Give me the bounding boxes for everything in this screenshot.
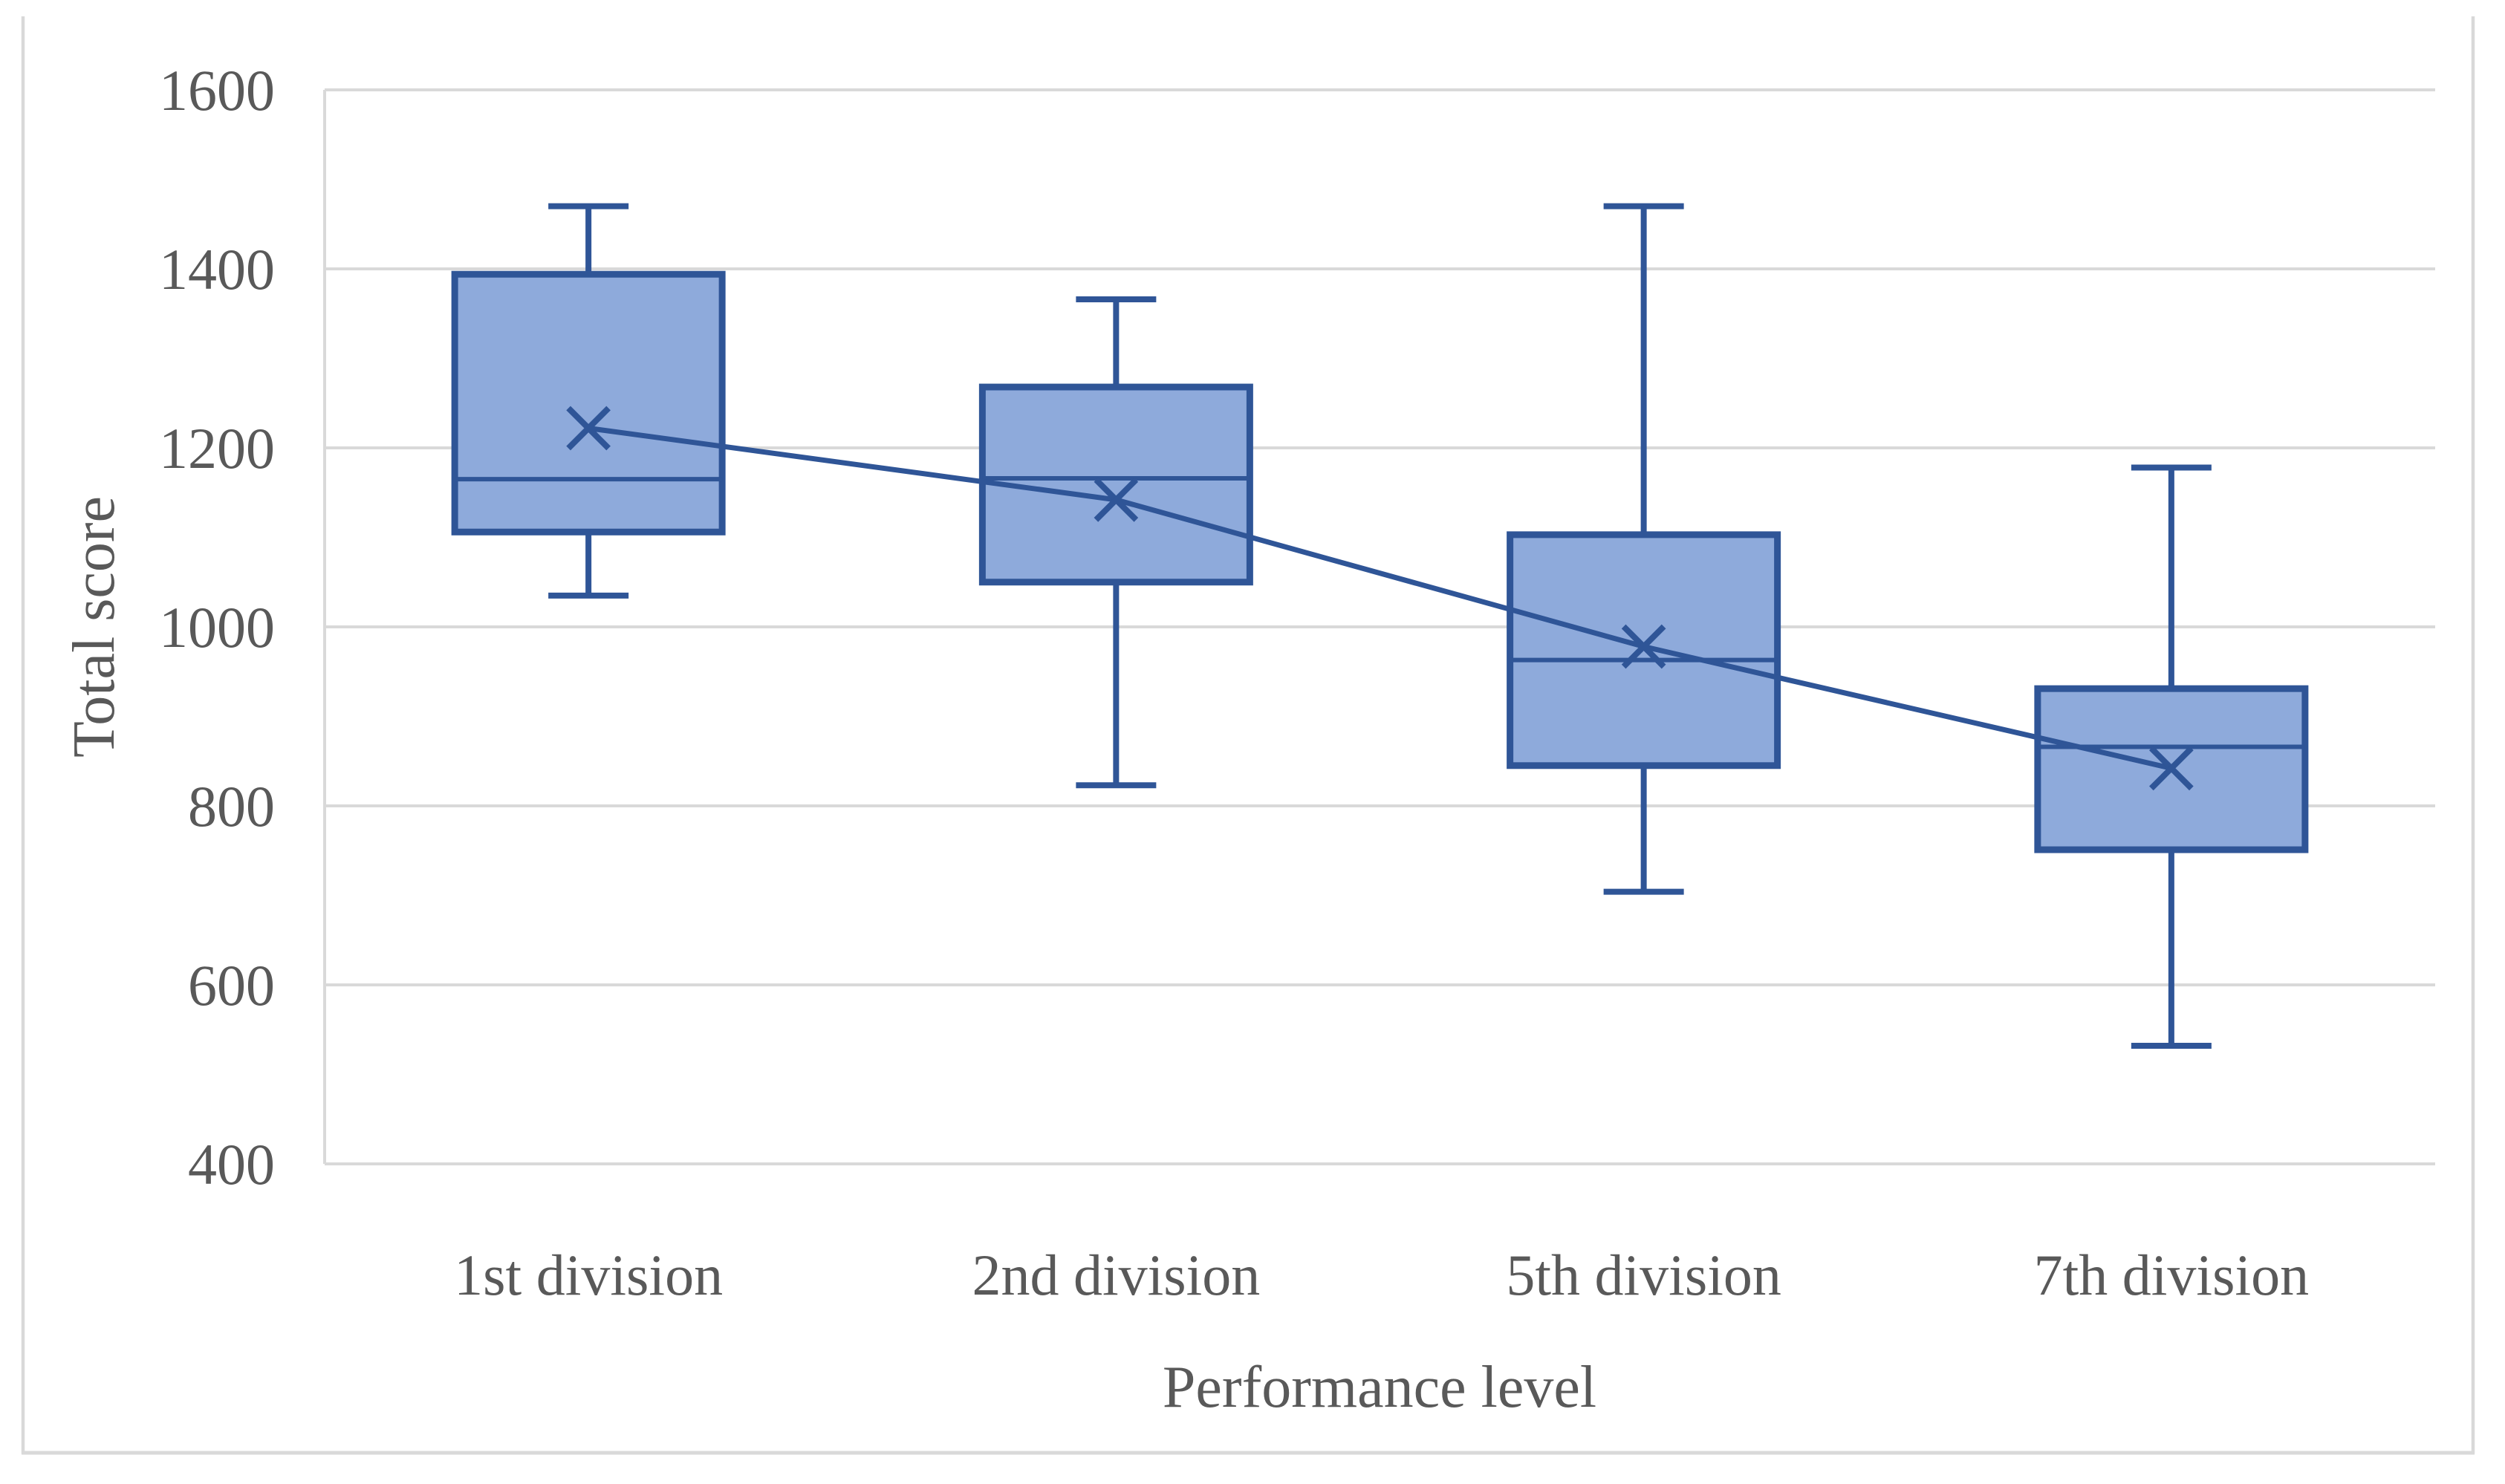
x-tick-label-1st-division: 1st division [454,1243,723,1307]
mean-marker-2nd-division [1094,478,1139,522]
y-axis-title: Total score [62,496,127,758]
x-axis-title: Performance level [1163,1355,1596,1420]
y-tick-label-1600: 1600 [159,58,275,123]
box-group-1st-division [451,203,726,599]
boxes-group [451,203,2309,1049]
gridlines-group [323,88,2435,1165]
box-group-7th-division [2034,464,2309,1049]
mean-x-stroke [1621,624,1666,669]
x-tick-label-7th-division: 7th division [2034,1243,2310,1307]
y-tick-label-1400: 1400 [159,237,275,302]
figure-frame-group [21,16,2475,1455]
mean-connector-group [588,426,2172,771]
mean-marker-1st-division [566,406,611,451]
y-tick-label-1200: 1200 [159,416,275,481]
y-tick-label-400: 400 [188,1132,275,1197]
box-group-5th-division [1507,203,1781,895]
mean-marker-7th-division [2149,746,2194,791]
mean-markers-group [566,406,2194,791]
y-tick-label-1000: 1000 [159,595,275,660]
y-tick-label-600: 600 [188,953,275,1018]
y-tick-labels-group: 1600 1400 1200 1000 800 600 400 [159,58,275,1197]
mean-x-stroke [2149,746,2194,791]
mean-x-stroke [566,406,611,451]
mean-connector-line [588,426,2172,771]
iqr-box-1st-division [451,270,726,536]
iqr-box-2nd-division [978,383,1253,586]
box-group-2nd-division [978,296,1253,789]
mean-x-stroke [1094,478,1139,522]
x-tick-labels-group: 1st division 2nd division 5th division 7th … [454,1243,2309,1307]
y-tick-label-800: 800 [188,774,275,839]
mean-marker-5th-division [1621,624,1666,669]
x-tick-label-2nd-division: 2nd division [972,1243,1260,1307]
x-tick-label-5th-division: 5th division [1506,1243,1781,1307]
